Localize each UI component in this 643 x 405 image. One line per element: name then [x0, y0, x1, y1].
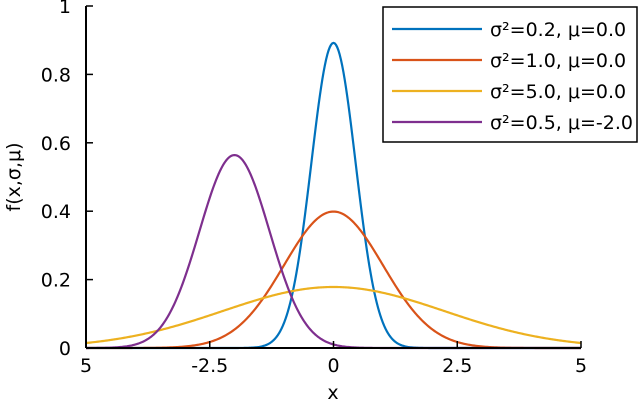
legend-label-4: σ²=0.5, μ=-2.0 — [490, 112, 633, 134]
y-tick-label: 0 — [59, 338, 71, 360]
legend-label-3: σ²=5.0, μ=0.0 — [490, 81, 626, 103]
x-tick-label: 5 — [80, 355, 92, 377]
legend-items: σ²=0.2, μ=0.0 σ²=1.0, μ=0.0 σ²=5.0, μ=0.0 σ… — [392, 19, 633, 134]
y-tick-label: 1 — [59, 0, 71, 18]
legend-label-1: σ²=0.2, μ=0.0 — [490, 19, 626, 41]
y-tick-label: 0.8 — [41, 64, 71, 86]
ticks-layer: 5 -2.5 0 2.5 500.20.40.60.81 — [41, 0, 587, 377]
x-tick-label: 2.5 — [442, 355, 472, 377]
y-tick-label: 0.2 — [41, 270, 71, 292]
series-line-3 — [85, 285, 582, 345]
y-tick-label: 0.4 — [41, 201, 71, 223]
x-axis-label: x — [327, 382, 338, 404]
y-tick-label: 0.6 — [41, 133, 71, 155]
series-line-4 — [85, 153, 581, 350]
legend: σ²=0.2, μ=0.0 σ²=1.0, μ=0.0 σ²=5.0, μ=0.0 σ… — [382, 6, 638, 143]
x-tick-label: -2.5 — [191, 355, 228, 377]
legend-label-2: σ²=1.0, μ=0.0 — [490, 50, 626, 72]
x-tick-label: 5 — [575, 355, 587, 377]
x-tick-label: 0 — [327, 355, 339, 377]
y-axis-label: f(x,σ,μ) — [3, 143, 25, 212]
